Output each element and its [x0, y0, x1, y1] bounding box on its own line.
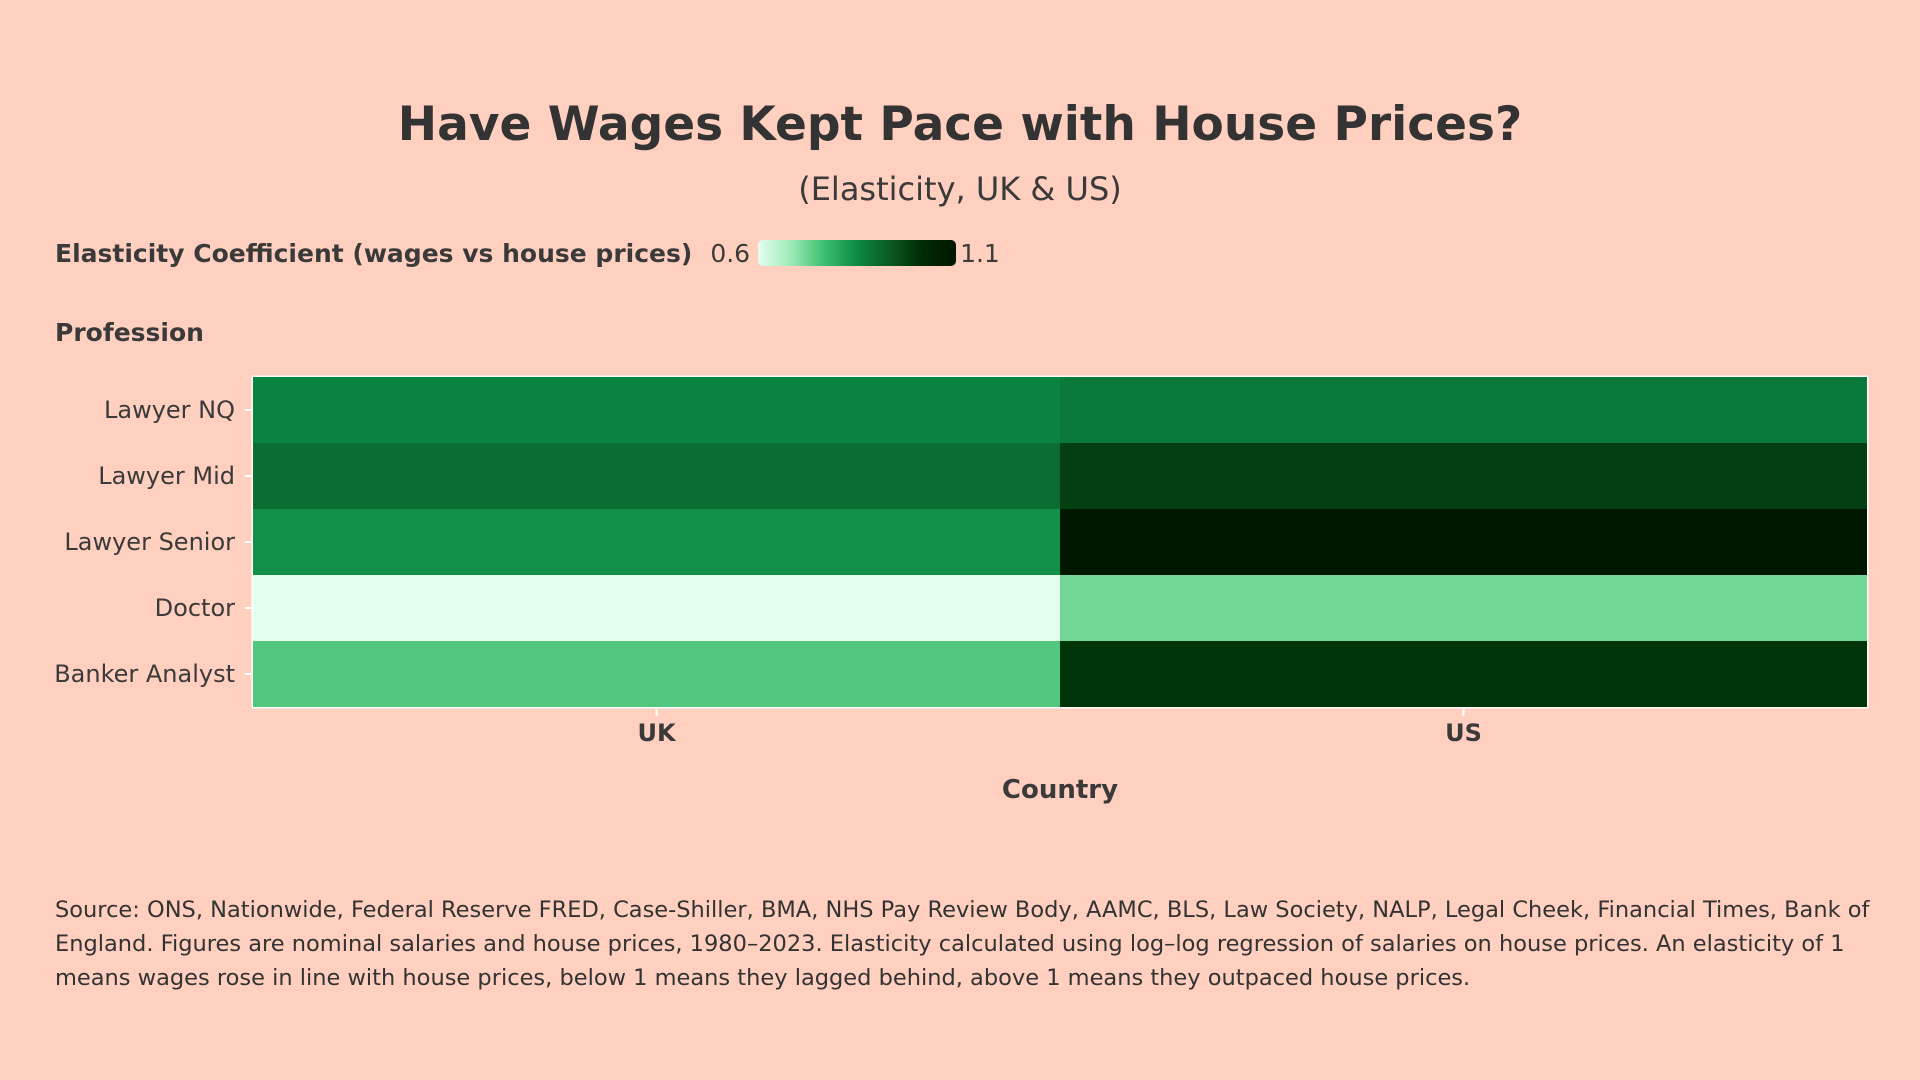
heatmap-cell-uk-doctor[interactable]: [253, 575, 1060, 641]
colorbar-legend: Elasticity Coefficient (wages vs house p…: [55, 235, 1000, 271]
x-tick-label: UK: [637, 719, 676, 747]
colorbar-min-label: 0.6: [710, 238, 751, 268]
y-tick-label: Lawyer NQ: [104, 396, 235, 424]
y-tick-label: Lawyer Senior: [64, 528, 235, 556]
y-tick-label: Doctor: [155, 594, 235, 622]
heatmap-cell-uk-lawyer-senior[interactable]: [253, 509, 1060, 575]
heatmap-cell-us-lawyer-senior[interactable]: [1060, 509, 1867, 575]
heatmap-cell-uk-lawyer-nq[interactable]: [253, 377, 1060, 443]
heatmap-cell-us-lawyer-nq[interactable]: [1060, 377, 1867, 443]
colorbar-gradient: [758, 240, 957, 266]
x-axis-title: Country: [1001, 775, 1119, 805]
heatmap-cell-uk-banker-analyst[interactable]: [253, 641, 1060, 707]
heatmap-cell-us-lawyer-mid[interactable]: [1060, 443, 1867, 509]
y-tick-label: Banker Analyst: [54, 660, 235, 688]
colorbar-max-label: 1.1: [960, 238, 1000, 268]
y-tick-label: Lawyer Mid: [98, 462, 235, 490]
x-tick-label: US: [1445, 719, 1482, 747]
chart-title: Have Wages Kept Pace with House Prices?: [397, 97, 1523, 152]
heatmap-cell-uk-lawyer-mid[interactable]: [253, 443, 1060, 509]
source-note: Source: ONS, Nationwide, Federal Reserve…: [55, 897, 1870, 991]
y-axis-title: Profession: [55, 318, 204, 347]
heatmap-cell-us-doctor[interactable]: [1060, 575, 1867, 641]
colorbar-title: Elasticity Coefficient (wages vs house p…: [55, 238, 693, 268]
heatmap-cell-us-banker-analyst[interactable]: [1060, 641, 1867, 707]
chart-subtitle: (Elasticity, UK & US): [798, 170, 1122, 208]
